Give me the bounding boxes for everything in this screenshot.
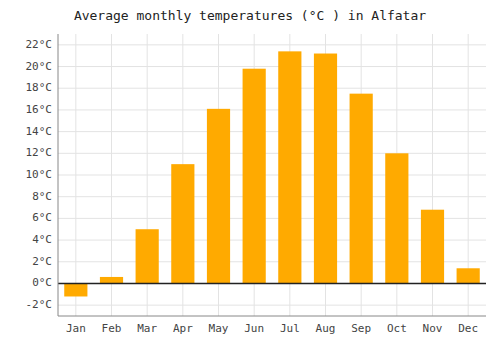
y-tick-label: 4°C (32, 233, 52, 246)
x-grid-line (111, 34, 112, 316)
y-tick-label: 18°C (26, 81, 53, 94)
x-tick-label: Oct (387, 322, 407, 335)
bar (243, 69, 266, 284)
bars (64, 51, 480, 296)
x-tick-label: Jan (66, 322, 86, 335)
y-tick-label: 12°C (26, 146, 53, 159)
y-grid-line (58, 175, 486, 176)
bar (207, 109, 230, 284)
bar (457, 268, 480, 283)
y-tick-label: 10°C (26, 168, 53, 181)
bar (385, 153, 408, 283)
y-tick-label: 8°C (32, 190, 52, 203)
y-tick-label: 16°C (26, 103, 53, 116)
y-tick-label: 22°C (26, 38, 53, 51)
chart: -2°C 0°C 2°C 4°C 6°C 8°C 10°C 12°C 14°C 16°C 18°C 2… (0, 0, 500, 350)
x-tick-label: Jul (280, 322, 300, 335)
x-tick-label: Feb (102, 322, 122, 335)
bar (314, 54, 337, 284)
bar (350, 94, 373, 284)
y-grid-line (58, 66, 486, 67)
grid (58, 34, 486, 316)
bar (64, 283, 87, 296)
bar (421, 210, 444, 284)
y-axis-line (58, 34, 59, 316)
bar (100, 277, 123, 284)
title: Average monthly temperatures (°C ) in Al… (74, 8, 426, 23)
bar (136, 229, 159, 283)
axis-labels: -2°C 0°C 2°C 4°C 6°C 8°C 10°C 12°C 14°C 16°C 18°C 2… (26, 38, 479, 335)
y-tick-label: 2°C (32, 255, 52, 268)
x-grid-line (75, 34, 76, 316)
y-grid-line (58, 305, 486, 306)
y-tick-label: 0°C (32, 276, 52, 289)
x-axis-line (58, 316, 486, 317)
chart-container: -2°C 0°C 2°C 4°C 6°C 8°C 10°C 12°C 14°C 16°C 18°C 2… (0, 0, 500, 350)
x-tick-label: Jun (244, 322, 264, 335)
y-grid-line (58, 196, 486, 197)
bar (171, 164, 194, 283)
y-tick-label: -2°C (26, 298, 53, 311)
y-grid-line (58, 283, 486, 284)
y-grid-line (58, 131, 486, 132)
x-tick-label: May (209, 322, 229, 335)
y-grid-line (58, 109, 486, 110)
x-tick-label: Dec (458, 322, 478, 335)
y-grid-line (58, 44, 486, 45)
x-tick-label: Sep (351, 322, 371, 335)
x-tick-label: Mar (137, 322, 157, 335)
y-grid-line (58, 88, 486, 89)
x-tick-label: Apr (173, 322, 193, 335)
x-tick-label: Nov (423, 322, 443, 335)
y-tick-label: 14°C (26, 125, 53, 138)
x-tick-label: Aug (316, 322, 336, 335)
y-grid-line (58, 153, 486, 154)
y-tick-label: 6°C (32, 211, 52, 224)
bar (278, 51, 301, 283)
zero-line (58, 283, 486, 285)
y-tick-label: 20°C (26, 60, 53, 73)
